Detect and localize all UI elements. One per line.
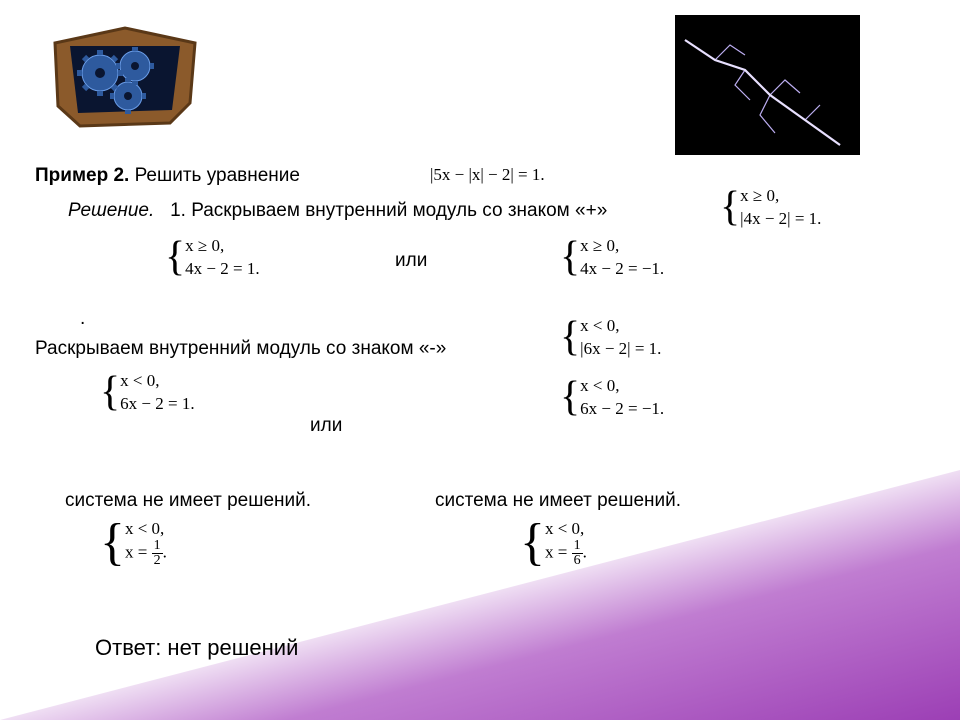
- numerator: 1: [152, 539, 163, 554]
- frac-prefix: x =: [125, 542, 152, 561]
- system-line: |4x − 2| = 1.: [740, 208, 821, 231]
- system-line: x < 0,: [125, 520, 167, 539]
- step1-text: 1. Раскрываем внутренний модуль со знако…: [170, 200, 607, 221]
- system-minus-b: { x < 0, 6x − 2 = −1.: [560, 375, 664, 421]
- dot: .: [80, 308, 85, 330]
- system-plus-b: { x ≥ 0, 4x − 2 = −1.: [560, 235, 664, 281]
- system-line: x ≥ 0,: [740, 185, 821, 208]
- denominator: 2: [152, 554, 163, 568]
- system-line: x ≥ 0,: [185, 235, 259, 258]
- system-minus-a: { x < 0, 6x − 2 = 1.: [100, 370, 195, 416]
- system-line: |6x − 2| = 1.: [580, 338, 661, 361]
- system-minus-right: { x < 0, |6x − 2| = 1.: [560, 315, 661, 361]
- example-number: Пример 2.: [35, 165, 129, 186]
- system-line: 4x − 2 = −1.: [580, 258, 664, 281]
- brace-icon: {: [100, 374, 120, 412]
- brace-icon: {: [100, 520, 125, 567]
- no-solution-2: система не имеет решений.: [435, 490, 681, 512]
- system-line: x = 16.: [545, 539, 587, 568]
- solution-step1: Решение. 1. Раскрываем внутренний модуль…: [68, 200, 607, 222]
- system-frac-sixth: { x < 0, x = 16.: [520, 520, 587, 568]
- example-title: Решить уравнение: [135, 165, 300, 186]
- system-line: x ≥ 0,: [580, 235, 664, 258]
- or-label-2: или: [310, 415, 342, 437]
- answer: Ответ: нет решений: [95, 635, 298, 661]
- gears-icon: [50, 18, 200, 128]
- example-heading: Пример 2. Решить уравнение: [35, 165, 300, 187]
- lightning-decoration: [675, 15, 860, 155]
- brace-icon: {: [720, 189, 740, 227]
- system-plus-a: { x ≥ 0, 4x − 2 = 1.: [165, 235, 260, 281]
- fraction-sixth: 16: [572, 539, 583, 568]
- brace-icon: {: [560, 379, 580, 417]
- system-frac-half: { x < 0, x = 12.: [100, 520, 167, 568]
- system-line: x < 0,: [580, 375, 664, 398]
- system-step1-right: { x ≥ 0, |4x − 2| = 1.: [720, 185, 821, 231]
- gears-decoration: [50, 18, 200, 128]
- solution-label: Решение.: [68, 200, 154, 221]
- system-line: 6x − 2 = −1.: [580, 398, 664, 421]
- brace-icon: {: [560, 239, 580, 277]
- main-equation: |5x − |x| − 2| = 1.: [430, 165, 545, 185]
- system-line: x < 0,: [545, 520, 587, 539]
- no-solution-1: система не имеет решений.: [65, 490, 311, 512]
- numerator: 1: [572, 539, 583, 554]
- fraction-half: 12: [152, 539, 163, 568]
- frac-suffix: .: [583, 542, 587, 561]
- or-label-1: или: [395, 250, 427, 272]
- system-line: 6x − 2 = 1.: [120, 393, 194, 416]
- denominator: 6: [572, 554, 583, 568]
- system-line: x = 12.: [125, 539, 167, 568]
- system-line: x < 0,: [580, 315, 661, 338]
- brace-icon: {: [165, 239, 185, 277]
- frac-suffix: .: [163, 542, 167, 561]
- system-line: 4x − 2 = 1.: [185, 258, 259, 281]
- expand-minus-text: Раскрываем внутренний модуль со знаком «…: [35, 338, 446, 360]
- brace-icon: {: [520, 520, 545, 567]
- system-line: x < 0,: [120, 370, 194, 393]
- lightning-icon: [675, 15, 860, 155]
- frac-prefix: x =: [545, 542, 572, 561]
- slide-content: Пример 2. Решить уравнение |5x − |x| − 2…: [0, 0, 960, 720]
- brace-icon: {: [560, 319, 580, 357]
